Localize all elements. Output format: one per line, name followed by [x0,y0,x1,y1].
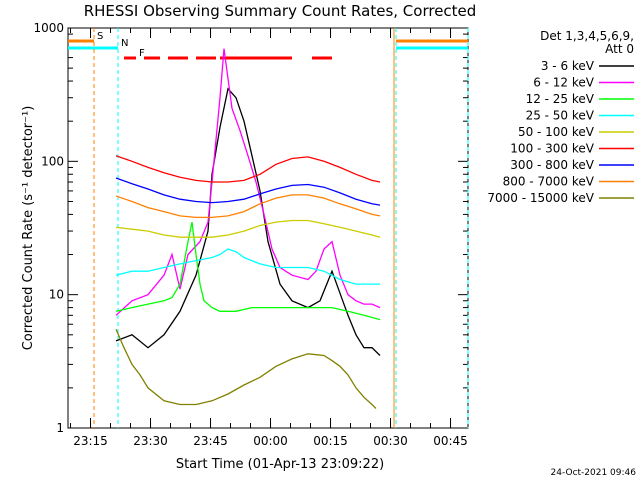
series-line-50-100-kev [115,219,381,238]
flags-layer: S NF [68,28,469,428]
legend-title: Det 1,3,4,5,6,9, [540,29,634,43]
legend-label: 50 - 100 keV [518,125,595,139]
legend-subtitle: Att 0 [605,42,634,56]
chart-title: RHESSI Observing Summary Count Rates, Co… [84,2,477,20]
series-line-3-6-kev [115,87,381,356]
x-tick-label: 23:15 [73,434,108,448]
legend-label: 25 - 50 keV [526,109,595,123]
legend-label: 100 - 300 keV [510,142,594,156]
legend-label: 3 - 6 keV [541,59,595,73]
flag-n-label: N [121,38,128,49]
x-tick-label: 00:15 [313,434,348,448]
series-layer [115,48,381,409]
legend-label: 7000 - 15000 keV [487,191,594,205]
y-tick-label: 100 [41,154,64,168]
series-line-25-50-kev [115,248,380,285]
series-line-800-7000-kev [115,194,381,219]
series-line-300-800-kev [115,177,381,206]
series-line-6-12-kev [115,48,381,316]
x-tick-label: 23:30 [133,434,168,448]
legend-label: 6 - 12 keV [533,76,595,90]
legend-label: 800 - 7000 keV [503,175,595,189]
y-tick-label: 1 [56,421,64,435]
flag-s-label: S [97,31,103,42]
axes-layer: 1 10 100 1000 23:15 23:30 23:45 00:00 00:15 00:30… [33,21,468,448]
series-line-100-300-kev [115,155,381,183]
footer-timestamp: 24-Oct-2021 09:46 [551,468,637,478]
series-line-7000-15000-kev [115,329,377,409]
legend: Det 1,3,4,5,6,9, Att 0 3 - 6 keV 6 - 12 k… [487,29,634,205]
y-tick-label: 10 [49,288,64,302]
plot-frame [67,27,469,429]
flag-f-label: F [139,48,145,59]
legend-label: 300 - 800 keV [510,158,594,172]
legend-label: 12 - 25 keV [526,92,595,106]
x-tick-label: 00:30 [373,434,408,448]
series-line-12-25-kev [115,221,381,321]
legend-entries: 3 - 6 keV 6 - 12 keV 12 - 25 keV 25 - 50 ke… [487,59,634,205]
x-tick-label: 00:45 [433,434,468,448]
x-axis-label: Start Time (01-Apr-13 23:09:22) [176,457,384,472]
y-tick-label: 1000 [33,21,64,35]
y-axis-label: Corrected Count Rate (s⁻¹ detector⁻¹) [21,106,36,351]
x-tick-label: 23:45 [193,434,228,448]
x-tick-label: 00:00 [253,434,288,448]
